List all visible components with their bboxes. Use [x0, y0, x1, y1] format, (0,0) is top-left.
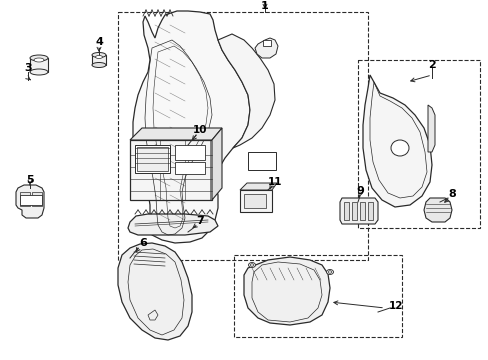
- Text: 9: 9: [355, 186, 363, 196]
- Ellipse shape: [92, 63, 106, 68]
- Bar: [263, 40, 270, 46]
- Polygon shape: [128, 214, 218, 235]
- Ellipse shape: [248, 262, 255, 267]
- Bar: [247, 152, 275, 170]
- Ellipse shape: [30, 69, 48, 75]
- Bar: [20, 192, 30, 206]
- Polygon shape: [339, 198, 377, 224]
- Ellipse shape: [250, 264, 253, 266]
- Bar: [240, 190, 271, 212]
- Bar: [135, 145, 170, 173]
- Polygon shape: [240, 183, 276, 190]
- Ellipse shape: [328, 271, 331, 273]
- Polygon shape: [244, 257, 329, 325]
- Bar: [175, 162, 204, 174]
- Ellipse shape: [34, 58, 44, 62]
- Polygon shape: [423, 198, 451, 222]
- Bar: [244, 194, 265, 208]
- Polygon shape: [130, 128, 222, 140]
- Bar: [20, 195, 42, 205]
- Bar: [175, 145, 204, 160]
- Text: 4: 4: [95, 37, 103, 47]
- Polygon shape: [133, 11, 249, 243]
- Bar: [357, 60, 479, 228]
- Bar: [130, 140, 212, 200]
- Text: 10: 10: [192, 125, 207, 135]
- Polygon shape: [218, 34, 274, 148]
- Polygon shape: [427, 105, 434, 152]
- Bar: [30, 58, 48, 72]
- Bar: [359, 202, 364, 220]
- Bar: [92, 55, 106, 65]
- Ellipse shape: [326, 270, 333, 274]
- Polygon shape: [254, 38, 278, 58]
- Bar: [343, 202, 348, 220]
- Bar: [234, 255, 401, 337]
- Bar: [32, 192, 42, 206]
- Text: 5: 5: [26, 175, 34, 185]
- Bar: [367, 202, 372, 220]
- Polygon shape: [212, 128, 222, 200]
- Bar: [118, 12, 367, 260]
- Ellipse shape: [390, 140, 408, 156]
- Text: 6: 6: [139, 238, 146, 248]
- Bar: [351, 202, 356, 220]
- Text: 1: 1: [261, 1, 268, 11]
- Text: 12: 12: [388, 301, 403, 311]
- Ellipse shape: [95, 55, 102, 58]
- Polygon shape: [118, 243, 192, 340]
- Text: 7: 7: [196, 216, 203, 226]
- Text: 11: 11: [267, 177, 282, 187]
- Text: 2: 2: [427, 60, 435, 70]
- Bar: [137, 147, 168, 171]
- Text: 8: 8: [447, 189, 455, 199]
- Ellipse shape: [30, 55, 48, 61]
- Polygon shape: [362, 75, 431, 207]
- Text: 3: 3: [24, 63, 32, 73]
- Ellipse shape: [92, 53, 106, 58]
- Polygon shape: [16, 185, 44, 218]
